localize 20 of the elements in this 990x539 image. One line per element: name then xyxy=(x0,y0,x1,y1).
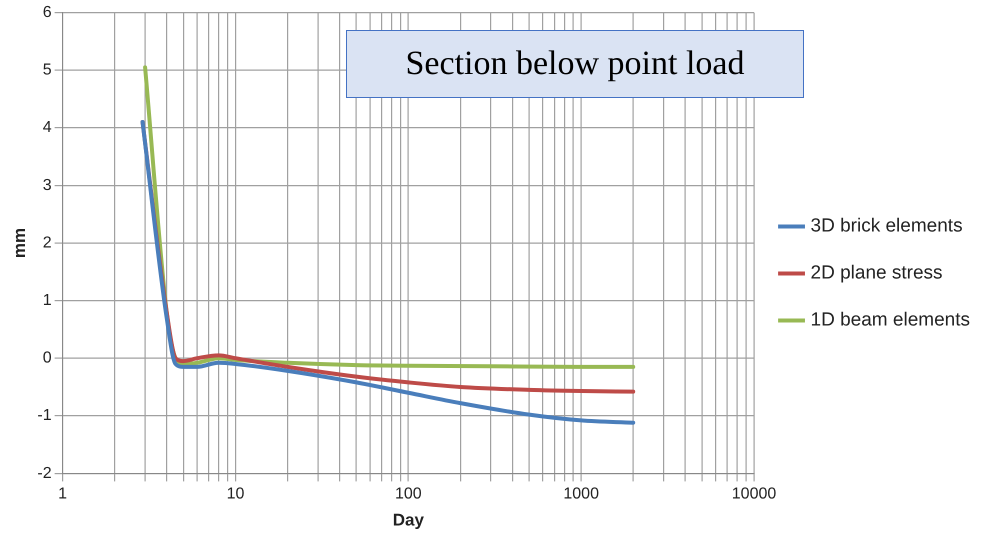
y-tick-label: 6 xyxy=(42,4,52,22)
y-tick-label: -1 xyxy=(37,407,52,424)
y-tick-label: 2 xyxy=(42,234,52,252)
x-tick-label: 1000 xyxy=(563,485,600,502)
y-tick-label: 5 xyxy=(42,62,52,79)
y-tick-label: 1 xyxy=(42,292,52,310)
x-tick-label: 1 xyxy=(58,485,68,502)
x-tick-label: 100 xyxy=(394,485,422,502)
legend-label: 2D plane stress xyxy=(810,262,943,284)
y-tick-label: 3 xyxy=(42,176,52,194)
x-tick-label: 10000 xyxy=(732,485,776,502)
x-axis-title: Day xyxy=(392,510,424,530)
y-axis-title: mm xyxy=(10,228,29,258)
y-tick-label: 0 xyxy=(42,350,52,367)
legend-label: 3D brick elements xyxy=(810,216,963,237)
legend-label: 1D beam elements xyxy=(810,310,970,331)
y-tick-label: 4 xyxy=(42,119,52,136)
x-tick-label: 10 xyxy=(226,485,244,502)
callout-box: Section below point load xyxy=(346,30,804,98)
y-tick-label: -2 xyxy=(37,464,52,482)
